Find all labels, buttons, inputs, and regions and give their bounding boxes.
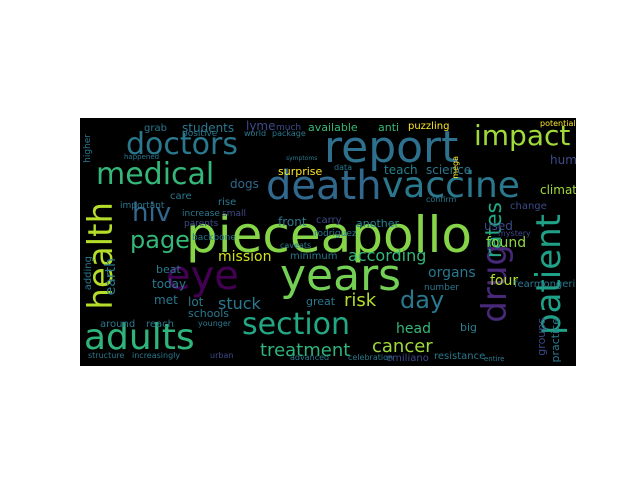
word-positive: positive [182,129,218,139]
word-increasingly: increasingly [132,351,181,360]
word-caveats: caveats [280,241,312,250]
word-risk: risk [344,290,377,311]
word-another: another [356,217,400,230]
word-four: four [490,273,519,289]
word-anti: anti [378,121,400,134]
word-package: package [272,129,306,138]
word-resistance: resistance [434,351,486,362]
word-today: today [152,277,187,291]
word-much: much [276,123,302,133]
word-hiv: hiv [132,198,172,228]
word-minimum: minimum [290,251,338,262]
word-found: found [486,235,527,251]
word-organs: organs [428,265,476,281]
word-happened: happened [124,153,160,161]
word-treatment: treatment [260,340,351,361]
word-impact: impact [474,119,571,152]
word-teach: teach [384,163,418,177]
word-death: death [266,163,382,209]
word-around: around [100,319,136,330]
word-vaccine: vaccine [382,165,520,206]
word-students: students [182,121,235,135]
word-higher: higher [83,134,93,163]
word-carry: carry [316,215,342,226]
word-data: data [334,163,353,172]
word-grab: grab [144,123,167,134]
word-science: science [426,163,472,177]
word-change: change [510,201,547,212]
word-page: page [130,226,190,254]
word-increase: increase [182,209,220,219]
word-groups: groups [535,318,548,356]
word-advanced: advanced [290,353,330,362]
word-climate: climate [540,183,576,197]
word-puzzling: puzzling [408,121,450,132]
word-head: head [396,321,431,337]
word-stuck: stuck [218,294,261,313]
word-cancer: cancer [372,336,433,357]
word-urban: urban [210,351,234,360]
word-used: used [484,219,513,233]
word-world: world [244,129,267,138]
word-medical: medical [96,157,215,192]
word-report: report [324,122,459,173]
word-section: section [242,307,351,342]
word-front: front [278,215,307,229]
word-adults: adults [84,317,195,358]
word-care: care [170,191,192,202]
word-entire: entire [484,355,505,363]
word-according: according [348,246,427,265]
word-lot: lot [188,295,204,309]
word-rise: rise [218,197,237,208]
word-years: years [280,250,402,301]
word-available: available [308,121,358,134]
word-reach: reach [146,319,175,330]
word-doctors: doctors [126,127,238,162]
word-mystery: mystery [498,229,531,238]
word-big: big [460,321,478,334]
word-earth: earth [103,258,119,296]
word-confirm: confirm [426,195,457,204]
word-emiliano: emiliano [386,353,429,364]
word-number: number [424,283,460,293]
word-surprise: surprise [278,165,323,178]
word-dogs: dogs [230,177,259,191]
word-symptoms: symptoms [286,155,318,162]
word-rodriguez: rodriguez [314,229,357,239]
word-great: great [306,295,336,308]
word-cloud: pieceapollo years report death vaccine a… [80,118,576,366]
word-parents: parents [184,219,219,229]
word-pieceapollo: pieceapollo [186,206,472,264]
word-mission: mission [218,249,272,265]
word-eye: eye [166,253,239,299]
word-younger: younger [198,319,232,328]
word-celebration: celebration [348,353,394,362]
word-structure: structure [88,351,125,360]
word-practice: practice [549,318,562,363]
word-met: met [154,293,178,307]
word-mega: mega [451,156,460,179]
word-important: important [120,201,165,211]
word-fearmongering: fearmongering [514,279,576,290]
word-schools: schools [188,307,229,320]
word-lyme: lyme [246,119,276,133]
word-human: human [550,153,576,167]
word-adding: adding [83,256,94,291]
word-day: day [400,286,445,314]
word-beat: beat [156,263,181,276]
word-small: small [222,209,246,219]
word-backbone: backbone [192,233,236,243]
word-potential: potential [540,119,576,128]
